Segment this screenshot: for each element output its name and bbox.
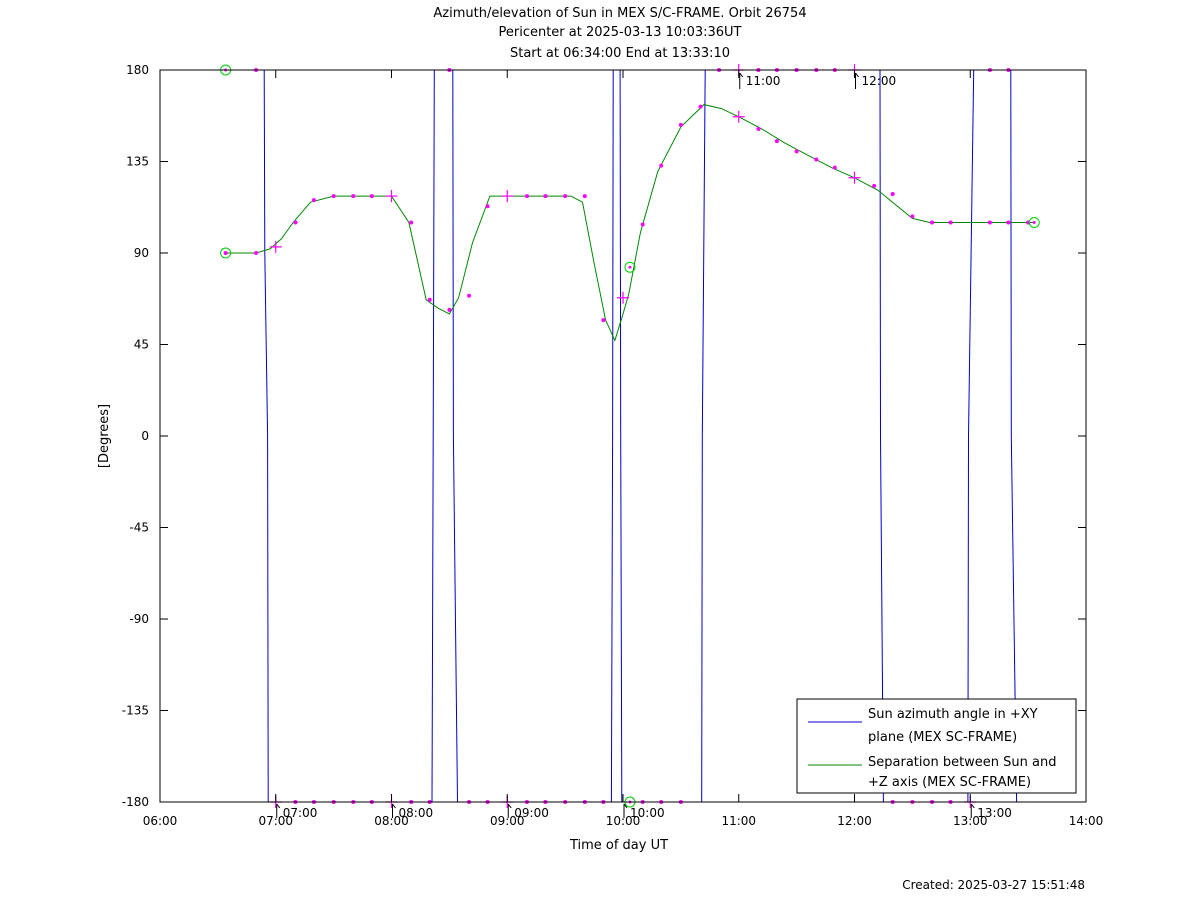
data-point xyxy=(293,220,298,225)
data-point xyxy=(447,307,452,312)
y-tick-label: 180 xyxy=(126,63,149,77)
marker-layer xyxy=(220,64,1040,808)
hour-marker xyxy=(617,291,629,304)
x-tick-label: 08:00 xyxy=(374,814,409,828)
time-annotation-label: 07:00 xyxy=(283,806,318,820)
data-point xyxy=(987,220,992,225)
chart-subtitle-2: Start at 06:34:00 End at 13:33:10 xyxy=(510,46,730,61)
time-annotation-label: 12:00 xyxy=(862,74,897,88)
time-annotation-label: 13:00 xyxy=(977,806,1012,820)
data-point xyxy=(678,122,683,127)
data-point xyxy=(814,157,819,162)
hour-marker xyxy=(848,171,861,184)
x-tick-label: 11:00 xyxy=(721,814,756,828)
y-tick-label: -180 xyxy=(122,795,149,809)
endpoint-dot xyxy=(1032,221,1036,224)
y-tick-label: 135 xyxy=(126,155,149,169)
y-axis-label: [Degrees] xyxy=(97,404,112,468)
data-point xyxy=(563,194,568,199)
time-annotation-label: 10:00 xyxy=(630,806,665,820)
data-point xyxy=(1006,220,1011,225)
x-tick-label: 14:00 xyxy=(1069,814,1104,828)
data-point xyxy=(774,139,779,144)
endpoint-circle xyxy=(624,261,636,273)
y-tick-label: -45 xyxy=(129,521,149,535)
time-annotation-hook xyxy=(392,803,396,809)
series-line-separation xyxy=(225,104,1035,342)
x-tick-label: 07:00 xyxy=(258,814,293,828)
x-tick-label: 06:00 xyxy=(143,814,178,828)
data-point xyxy=(409,220,414,225)
series-layer xyxy=(225,69,1035,803)
legend: Sun azimuth angle in +XY plane (MEX SC-F… xyxy=(796,698,1077,794)
series-line-azimuth xyxy=(225,69,1018,803)
data-point xyxy=(794,149,799,154)
data-point xyxy=(485,204,490,209)
data-point xyxy=(254,251,259,255)
data-point xyxy=(832,165,837,170)
data-point xyxy=(467,293,472,298)
data-point xyxy=(351,194,356,199)
data-point xyxy=(524,194,529,199)
hour-marker xyxy=(732,110,745,123)
annotation-layer: 07:00 08:00 09:00 10:00 11:00 12:00 13:00 xyxy=(276,72,1012,820)
data-point xyxy=(331,194,336,199)
time-annotation-label: 11:00 xyxy=(746,74,781,88)
data-point xyxy=(311,198,316,203)
legend-separation-line-2: +Z axis (MEX SC-FRAME) xyxy=(868,775,1031,790)
data-point xyxy=(543,194,548,199)
data-point xyxy=(890,192,895,197)
time-annotation-hook xyxy=(507,803,512,809)
time-annotation-hook xyxy=(276,803,281,809)
data-point xyxy=(369,194,374,199)
chart-title: Azimuth/elevation of Sun in MEX S/C-FRAM… xyxy=(433,6,806,21)
endpoint-circle xyxy=(220,247,232,259)
hour-marker xyxy=(269,240,282,253)
x-axis-label: Time of day UT xyxy=(569,838,668,853)
time-annotation-label: 09:00 xyxy=(514,806,549,820)
legend-azimuth-line-1: Sun azimuth angle in +XY xyxy=(868,707,1038,722)
x-tick-label: 09:00 xyxy=(490,814,525,828)
data-point xyxy=(427,297,432,302)
y-tick-label: 90 xyxy=(134,246,149,260)
legend-box xyxy=(796,698,1077,794)
data-point xyxy=(910,214,915,219)
hour-marker xyxy=(501,190,514,203)
time-annotation-label: 08:00 xyxy=(399,806,434,820)
time-annotation-hook xyxy=(623,803,628,809)
time-annotation-hook xyxy=(739,72,744,78)
plot-frame xyxy=(159,69,1087,803)
data-point xyxy=(659,163,664,168)
data-point xyxy=(930,220,935,225)
y-tick-label: 45 xyxy=(134,338,149,352)
y-tick-label: -90 xyxy=(129,612,149,626)
x-tick-label: 13:00 xyxy=(953,814,988,828)
endpoint-dot xyxy=(628,265,632,269)
x-tick-label: 12:00 xyxy=(837,814,872,828)
time-annotation-hook xyxy=(970,803,975,809)
y-tick-label: -135 xyxy=(122,704,149,718)
legend-separation-line-1: Separation between Sun and xyxy=(868,755,1056,770)
y-tick-label: 0 xyxy=(141,429,149,443)
axis-layer: 06:00 07:00 08:00 09:00 10:00 11:00 12:00 13:00… xyxy=(122,63,1104,828)
hour-marker xyxy=(385,190,398,203)
x-tick-label: 10:00 xyxy=(606,814,641,828)
data-point xyxy=(698,104,703,109)
data-point xyxy=(872,183,877,188)
time-annotation-hook xyxy=(855,72,859,78)
data-point xyxy=(948,220,953,225)
data-point xyxy=(601,318,606,323)
data-point xyxy=(582,194,587,199)
data-point xyxy=(756,126,761,131)
endpoint-dot xyxy=(224,251,228,255)
data-point xyxy=(640,222,645,227)
endpoint-circle xyxy=(1028,217,1040,228)
chart-subtitle-1: Pericenter at 2025-03-13 10:03:36UT xyxy=(498,25,741,40)
legend-azimuth-line-2: plane (MEX SC-FRAME) xyxy=(868,730,1017,745)
created-timestamp: Created: 2025-03-27 15:51:48 xyxy=(902,878,1085,892)
